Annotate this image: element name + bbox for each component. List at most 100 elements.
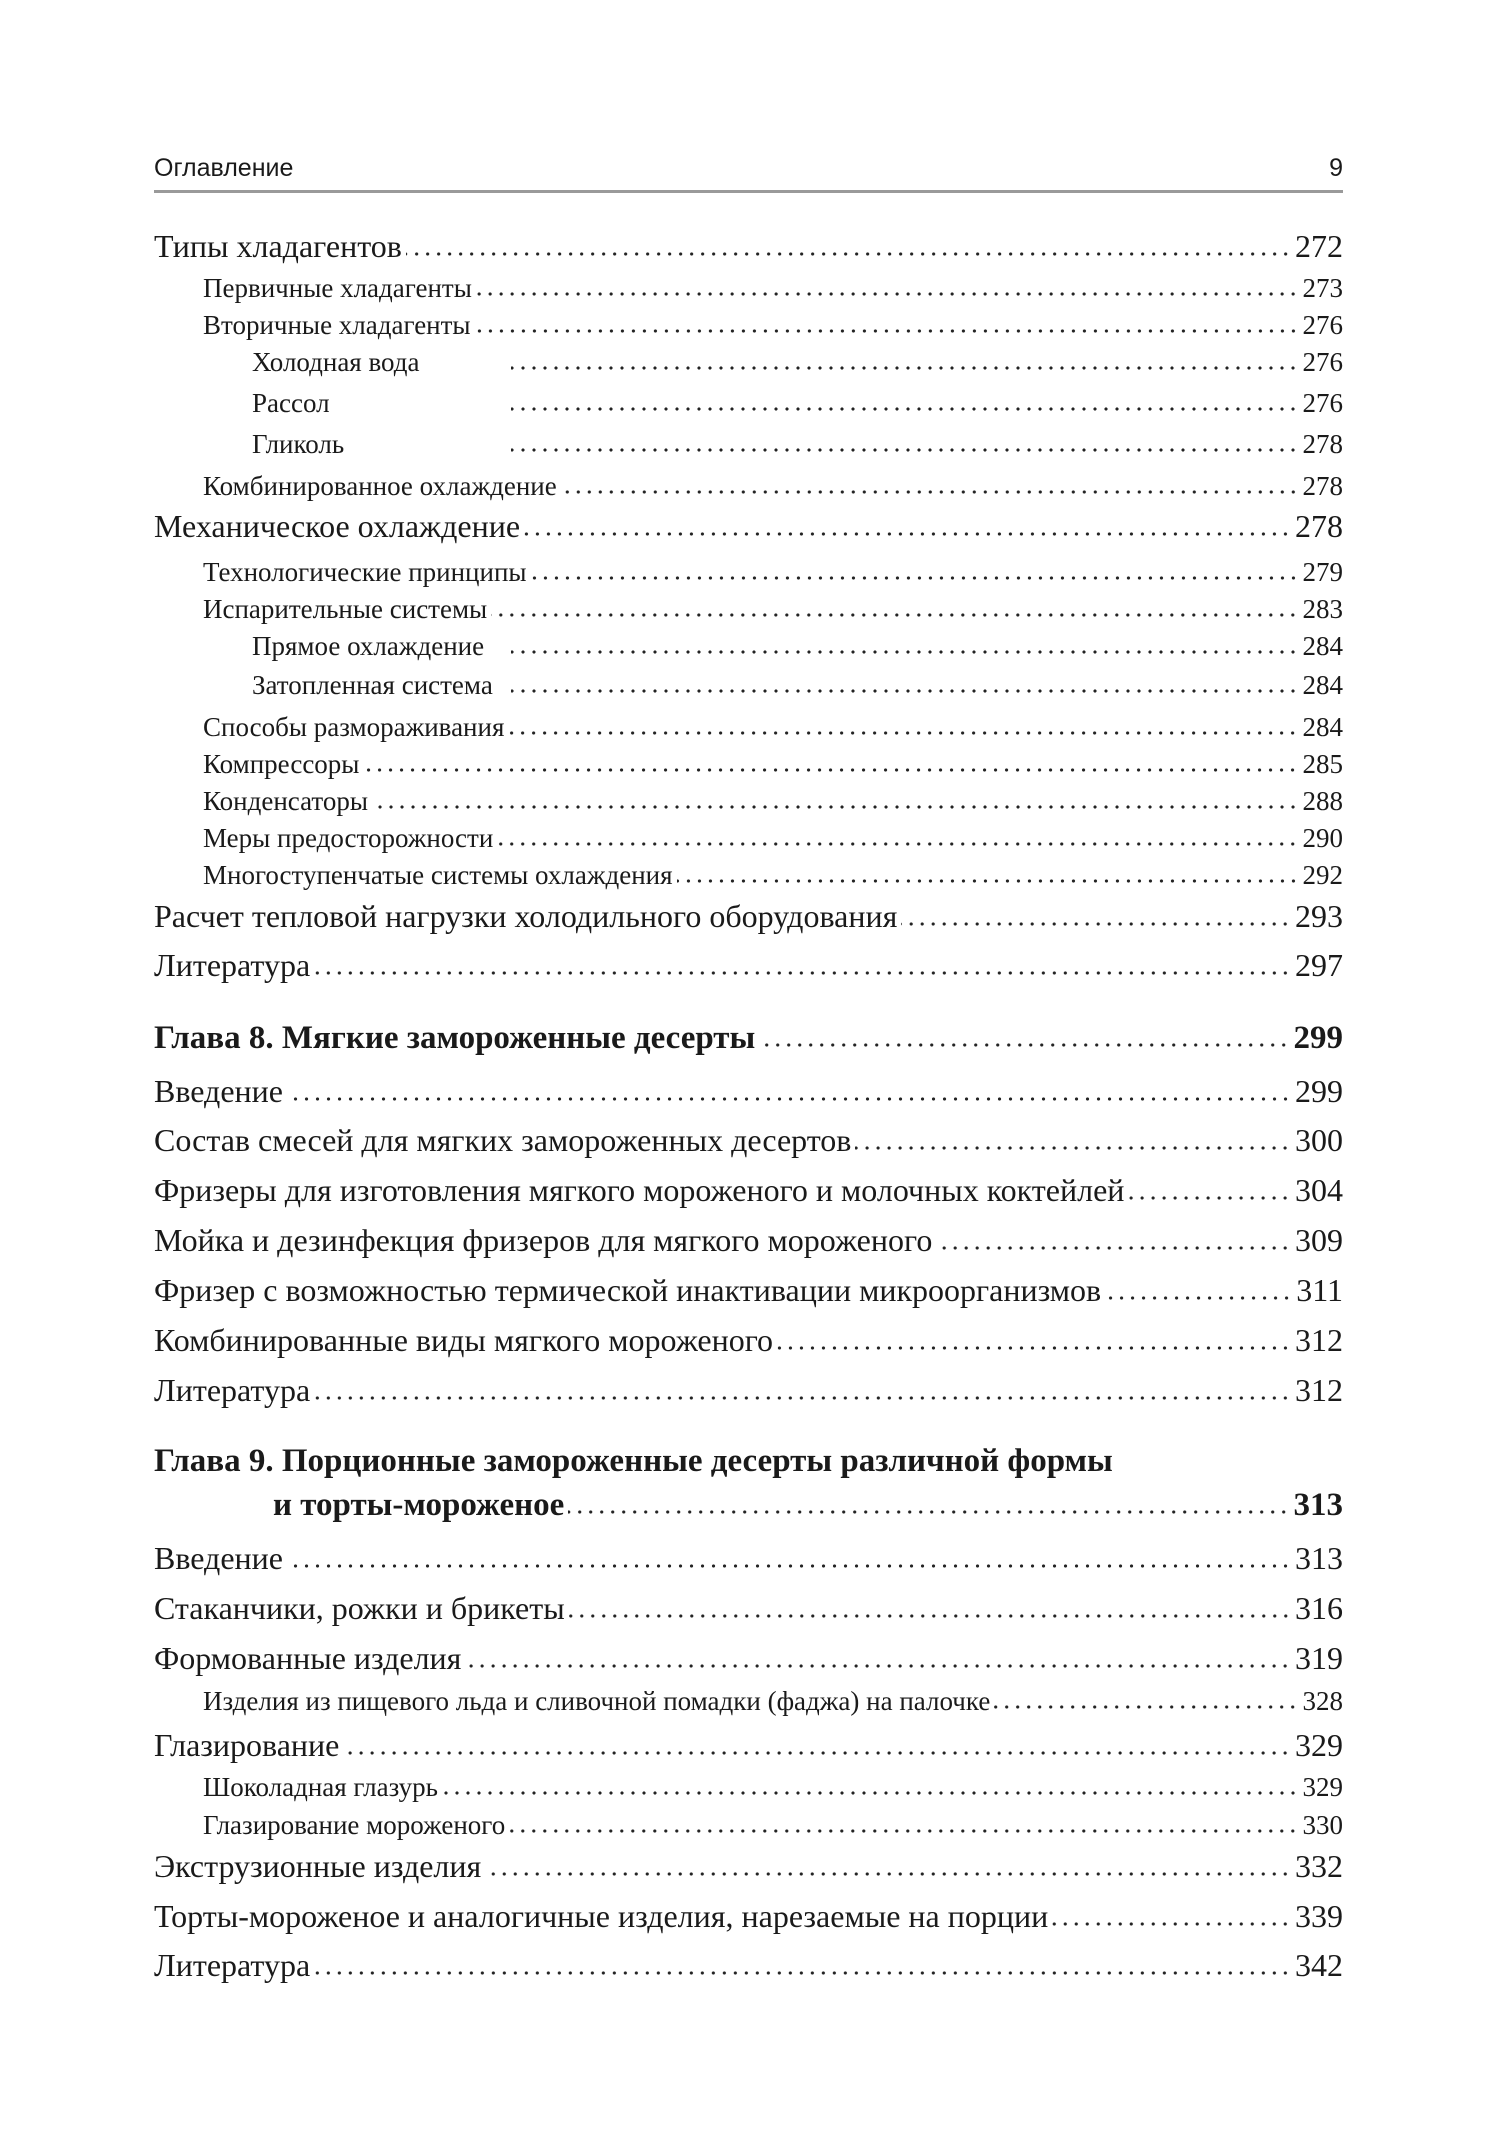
- toc-entry[interactable]: Прямое охлаждение 284: [252, 631, 1343, 662]
- toc-entry-page: 276: [1302, 347, 1344, 377]
- toc-entry[interactable]: Затопленная система 284: [252, 670, 1343, 701]
- toc-entry[interactable]: Шоколадная глазурь 329: [203, 1772, 1343, 1803]
- toc-entry-title: Фризеры для изготовления мягкого морожен…: [154, 1172, 1125, 1208]
- toc-entry[interactable]: Стаканчики, рожки и брикеты 316: [154, 1590, 1343, 1627]
- toc-entry-title: Способы размораживания: [203, 712, 505, 742]
- toc-entry[interactable]: Изделия из пищевого льда и сливочной пом…: [203, 1686, 1343, 1717]
- toc-chapter-entry[interactable]: и торты-мороженое 313: [273, 1487, 1343, 1524]
- toc-entry-title: Введение: [154, 1073, 283, 1109]
- dot-leader: [363, 767, 1299, 773]
- toc-entry[interactable]: Конденсаторы 288: [203, 786, 1343, 817]
- toc-entry-title: Конденсаторы: [203, 786, 368, 816]
- toc-entry-title: Вторичные хладагенты: [203, 310, 471, 340]
- toc-entry[interactable]: Введение 313: [154, 1540, 1343, 1577]
- toc-entry[interactable]: Технологические принципы 279: [203, 557, 1343, 588]
- toc-entry-page: 288: [1302, 786, 1344, 816]
- toc-entry-title: Первичные хладагенты: [203, 273, 472, 303]
- dot-leader: [568, 1509, 1290, 1515]
- dot-leader: [1105, 1295, 1293, 1301]
- toc-entry[interactable]: Экструзионные изделия 332: [154, 1848, 1343, 1885]
- toc-entry[interactable]: Литература 342: [154, 1947, 1343, 1984]
- toc-entry[interactable]: Меры предосторожности 290: [203, 823, 1343, 854]
- toc-entry-page: 332: [1295, 1848, 1343, 1884]
- dot-leader: [511, 649, 1299, 655]
- toc-entry-page: 319: [1295, 1640, 1343, 1676]
- toc-entry-title: Литература: [154, 947, 311, 983]
- toc-entry-title: Многоступенчатые системы охлаждения: [203, 860, 673, 890]
- toc-entry[interactable]: Первичные хладагенты 273: [203, 273, 1343, 304]
- toc-entry-page: 299: [1293, 1020, 1344, 1056]
- toc-entry[interactable]: Типы хладагентов 272: [154, 228, 1343, 265]
- toc-entry[interactable]: Глазирование 329: [154, 1727, 1343, 1764]
- dot-leader: [511, 688, 1299, 694]
- dot-leader: [465, 1663, 1291, 1669]
- dot-leader: [676, 878, 1299, 884]
- dot-leader: [475, 291, 1299, 297]
- toc-entry-title: Литература: [154, 1947, 311, 1983]
- toc-entry-title: Механическое охлаждение: [154, 508, 521, 544]
- toc-entry[interactable]: Мойка и дезинфекция фризеров для мягкого…: [154, 1222, 1343, 1259]
- dot-leader: [777, 1345, 1291, 1351]
- toc-entry[interactable]: Фризер с возможностью термической инакти…: [154, 1272, 1343, 1309]
- toc-entry-page: 312: [1295, 1372, 1343, 1408]
- toc-entry[interactable]: Состав смесей для мягких замороженных де…: [154, 1122, 1343, 1159]
- toc-entry-title: Комбинированное охлаждение: [203, 471, 557, 501]
- toc-entry[interactable]: Фризеры для изготовления мягкого морожен…: [154, 1172, 1343, 1209]
- toc-entry[interactable]: Расчет тепловой нагрузки холодильного об…: [154, 898, 1343, 935]
- toc-entry[interactable]: Литература 312: [154, 1372, 1343, 1409]
- toc-entry[interactable]: Многоступенчатые системы охлаждения 292: [203, 860, 1343, 891]
- toc-entry-title: Введение: [154, 1540, 283, 1576]
- dot-leader: [442, 1790, 1299, 1796]
- toc-entry-title: Меры предосторожности: [203, 823, 494, 853]
- toc-entry-page: 329: [1295, 1727, 1343, 1763]
- toc-entry[interactable]: Испарительные системы 283: [203, 594, 1343, 625]
- toc-entry-page: 292: [1302, 860, 1344, 890]
- dot-leader: [901, 921, 1291, 927]
- toc-entry[interactable]: Торты-мороженое и аналогичные изделия, н…: [154, 1898, 1343, 1935]
- toc-entry[interactable]: Вторичные хладагенты 276: [203, 310, 1343, 341]
- toc-entry[interactable]: Компрессоры 285: [203, 749, 1343, 780]
- toc-entry-page: 304: [1295, 1172, 1343, 1208]
- toc-entry-page: 283: [1302, 594, 1344, 624]
- chapter-title-line: Глава 9. Порционные замороженные десерты…: [154, 1443, 1113, 1479]
- running-header-title: Оглавление: [154, 154, 294, 182]
- toc-entry-title: Состав смесей для мягких замороженных де…: [154, 1122, 852, 1158]
- toc-entry-page: 311: [1296, 1272, 1343, 1308]
- toc-chapter-entry[interactable]: Глава 8. Мягкие замороженные десерты 299: [154, 1020, 1343, 1057]
- toc-entry[interactable]: Литература 297: [154, 947, 1343, 984]
- toc-entry-page: 328: [1302, 1686, 1344, 1716]
- dot-leader: [508, 730, 1299, 736]
- dot-leader: [1128, 1195, 1291, 1201]
- dot-leader: [314, 1970, 1291, 1976]
- dot-leader: [530, 575, 1299, 581]
- toc-entry[interactable]: Комбинированные виды мягкого мороженого 3…: [154, 1322, 1343, 1359]
- dot-leader: [314, 970, 1291, 976]
- toc-entry[interactable]: Глазирование мороженого 330: [203, 1810, 1343, 1841]
- toc-entry-page: 279: [1302, 557, 1344, 587]
- toc-entry-page: 330: [1302, 1810, 1344, 1840]
- toc-entry[interactable]: Введение 299: [154, 1073, 1343, 1110]
- dot-leader: [491, 612, 1299, 618]
- toc-entry-title: Шоколадная глазурь: [203, 1772, 438, 1802]
- dot-leader: [560, 489, 1299, 495]
- toc-entry-title: и торты-мороженое: [273, 1487, 565, 1523]
- toc-entry[interactable]: Способы размораживания 284: [203, 712, 1343, 743]
- toc-entry-page: 312: [1295, 1322, 1343, 1358]
- toc-entry-title: Формованные изделия: [154, 1640, 462, 1676]
- toc-entry-title: Фризер с возможностью термической инакти…: [154, 1272, 1102, 1308]
- toc-entry[interactable]: Комбинированное охлаждение 278: [203, 471, 1343, 502]
- toc-entry-page: 293: [1295, 898, 1343, 934]
- toc-entry[interactable]: Формованные изделия 319: [154, 1640, 1343, 1677]
- toc-entry-title: Стаканчики, рожки и брикеты: [154, 1590, 565, 1626]
- toc-entry-title: Литература: [154, 1372, 311, 1408]
- toc-entry-page: 329: [1302, 1772, 1344, 1802]
- toc-entry[interactable]: Гликоль 278: [252, 429, 1343, 460]
- toc-entry-title: Мойка и дезинфекция фризеров для мягкого…: [154, 1222, 933, 1258]
- toc-entry[interactable]: Рассол 276: [252, 388, 1343, 419]
- dot-leader: [314, 1395, 1291, 1401]
- toc-entry-title: Глазирование: [154, 1727, 340, 1763]
- toc-entry[interactable]: Холодная вода 276: [252, 347, 1343, 378]
- toc-entry[interactable]: Механическое охлаждение 278: [154, 508, 1343, 545]
- toc-entry-page: 309: [1295, 1222, 1343, 1258]
- toc-entry-title: Глава 8. Мягкие замороженные десерты: [154, 1020, 756, 1056]
